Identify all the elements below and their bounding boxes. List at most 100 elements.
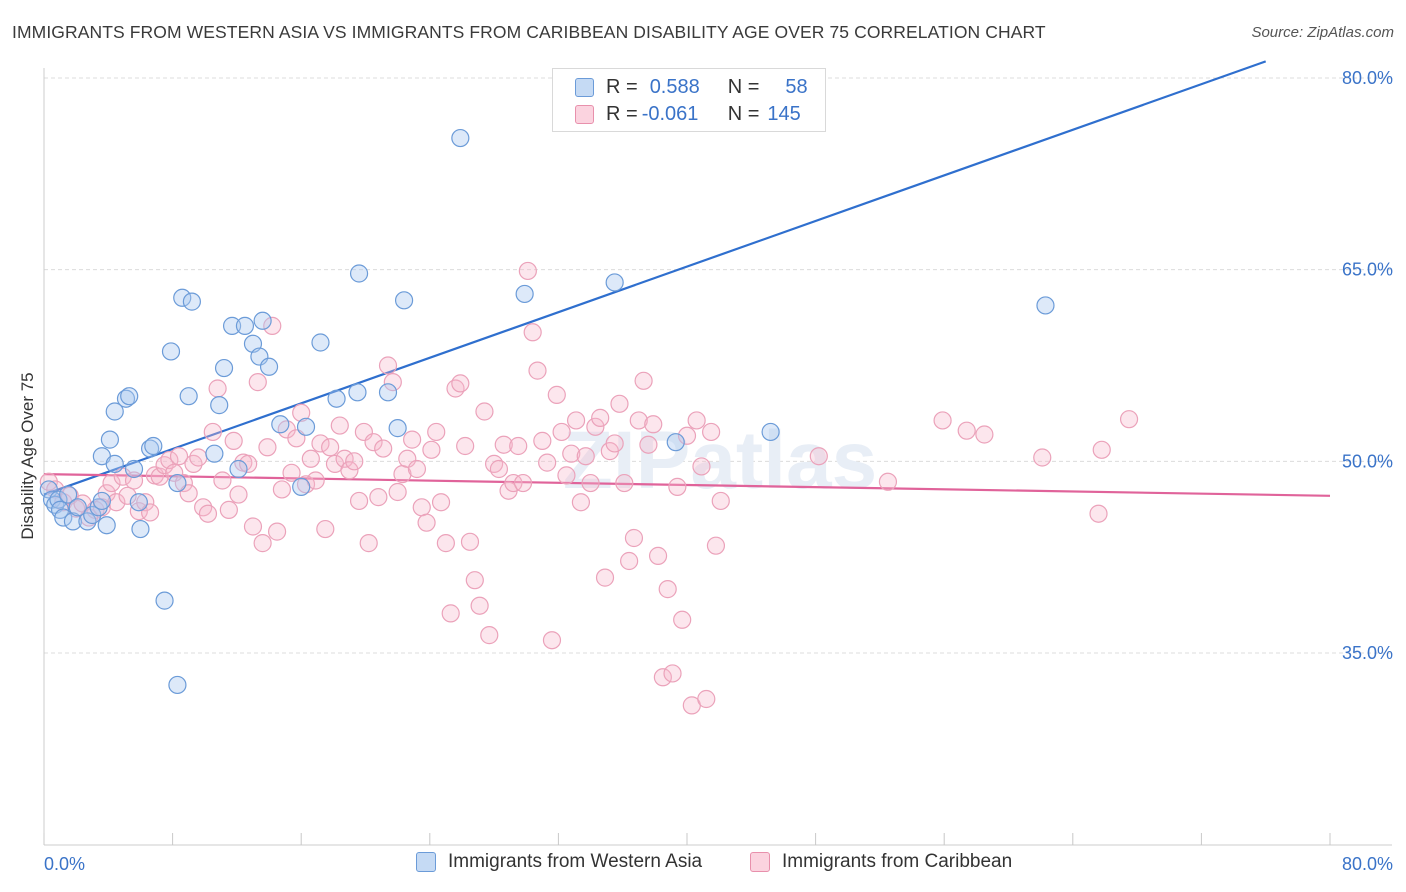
tick-labels: 80.0% 65.0% 50.0% 35.0% 0.0% 80.0%: [44, 68, 1393, 874]
caribbean-point: [369, 488, 388, 507]
caribbean-point: [349, 491, 369, 511]
western-asia-point: [292, 477, 311, 496]
western-asia-point: [296, 417, 316, 436]
western-asia-point: [92, 491, 111, 511]
western-asia-point: [327, 389, 346, 408]
caribbean-point: [412, 498, 431, 517]
caribbean-point: [374, 439, 393, 458]
caribbean-point: [494, 435, 513, 454]
caribbean-point: [658, 580, 677, 599]
western-asia-point: [120, 387, 139, 406]
caribbean-point: [957, 421, 976, 440]
caribbean-point: [1092, 440, 1111, 459]
western-asia-point: [63, 512, 83, 531]
caribbean-point: [263, 316, 282, 335]
western-asia-point: [68, 498, 87, 517]
caribbean-point: [229, 485, 248, 504]
caribbean-point: [107, 493, 126, 512]
grid-lines: [44, 77, 1392, 654]
caribbean-point: [648, 546, 668, 565]
caribbean-point: [224, 431, 243, 450]
caribbean-point: [301, 449, 320, 468]
western-asia-point: [144, 436, 163, 456]
caribbean-point: [253, 534, 272, 553]
western-asia-point: [140, 439, 160, 458]
caribbean-point: [480, 626, 499, 645]
legend-n-value: 58: [785, 75, 808, 98]
caribbean-point: [668, 477, 687, 496]
bottom-legend-swatch-blue: [416, 852, 436, 872]
caribbean-point: [933, 411, 952, 430]
western-asia-point: [97, 516, 116, 535]
caribbean-point: [258, 438, 277, 457]
caribbean-point: [169, 447, 189, 466]
caribbean-point: [809, 447, 828, 466]
western-asia-point: [394, 291, 414, 310]
bottom-legend: Immigrants from Western Asia Immigrants …: [0, 851, 1406, 879]
western-asia-point: [229, 459, 248, 479]
caribbean-point: [581, 473, 600, 493]
caribbean-point: [282, 463, 301, 482]
caribbean-point: [189, 448, 208, 467]
western-asia-point: [515, 284, 534, 304]
western-asia-point: [222, 316, 242, 335]
caribbean-point: [692, 457, 711, 476]
correlation-legend: R = 0.588 N = 58 R = -0.061 N = 145: [552, 68, 826, 132]
caribbean-point: [518, 261, 537, 281]
caribbean-point: [562, 444, 581, 463]
y-tick-label: 80.0%: [1342, 68, 1393, 88]
caribbean-point: [489, 459, 509, 479]
caribbean-point: [102, 473, 121, 493]
caribbean-point: [1119, 410, 1139, 429]
western-asia-point: [666, 433, 685, 452]
caribbean-point: [359, 534, 378, 553]
caribbean-point: [174, 473, 193, 493]
y-tick-label: 35.0%: [1342, 643, 1393, 663]
caribbean-point: [213, 471, 232, 490]
western-asia-point: [129, 493, 148, 512]
western-asia-point: [210, 396, 229, 415]
legend-r-value: 0.588: [649, 75, 700, 98]
caribbean-point: [292, 403, 311, 422]
chart-title: IMMIGRANTS FROM WESTERN ASIA VS IMMIGRAN…: [12, 22, 1046, 42]
caribbean-point: [620, 551, 639, 571]
caribbean-point: [470, 596, 489, 615]
caribbean-point: [1089, 504, 1108, 523]
caribbean-point: [509, 436, 528, 456]
western-asia-point: [100, 430, 120, 449]
caribbean-point: [330, 416, 349, 435]
caribbean-point: [878, 472, 898, 491]
bottom-legend-label: Immigrants from Caribbean: [782, 851, 1013, 872]
western-asia-point: [161, 342, 181, 361]
caribbean-point: [624, 528, 644, 548]
caribbean-point: [591, 408, 610, 427]
caribbean-point: [140, 503, 160, 522]
caribbean-point: [239, 454, 258, 473]
caribbean-point: [388, 482, 407, 502]
caribbean-point: [711, 491, 730, 511]
caribbean-points: [39, 261, 1139, 715]
legend-row-western-asia: R = 0.588 N = 58: [575, 75, 808, 99]
legend-n-label: N =: [727, 102, 760, 125]
bottom-legend-caribbean: Immigrants from Caribbean: [750, 851, 1012, 873]
western-asia-point: [349, 264, 369, 283]
caribbean-point: [533, 431, 552, 450]
y-axis-label: Disability Age Over 75: [18, 372, 37, 540]
caribbean-point: [697, 689, 716, 709]
caribbean-point: [566, 411, 586, 430]
caribbean-point: [528, 361, 547, 380]
caribbean-point: [422, 440, 441, 459]
caribbean-point: [1033, 448, 1052, 467]
caribbean-point: [615, 473, 634, 493]
caribbean-point: [513, 473, 533, 493]
caribbean-point: [557, 466, 576, 485]
western-asia-point: [1036, 296, 1055, 315]
caribbean-point: [340, 461, 359, 480]
western-asia-point: [235, 316, 255, 335]
caribbean-point: [267, 522, 287, 541]
western-asia-point: [131, 519, 150, 539]
western-asia-point: [205, 444, 224, 463]
legend-r-label: R =: [606, 75, 638, 98]
x-tick-label: 0.0%: [44, 854, 85, 874]
caribbean-point: [208, 379, 227, 398]
